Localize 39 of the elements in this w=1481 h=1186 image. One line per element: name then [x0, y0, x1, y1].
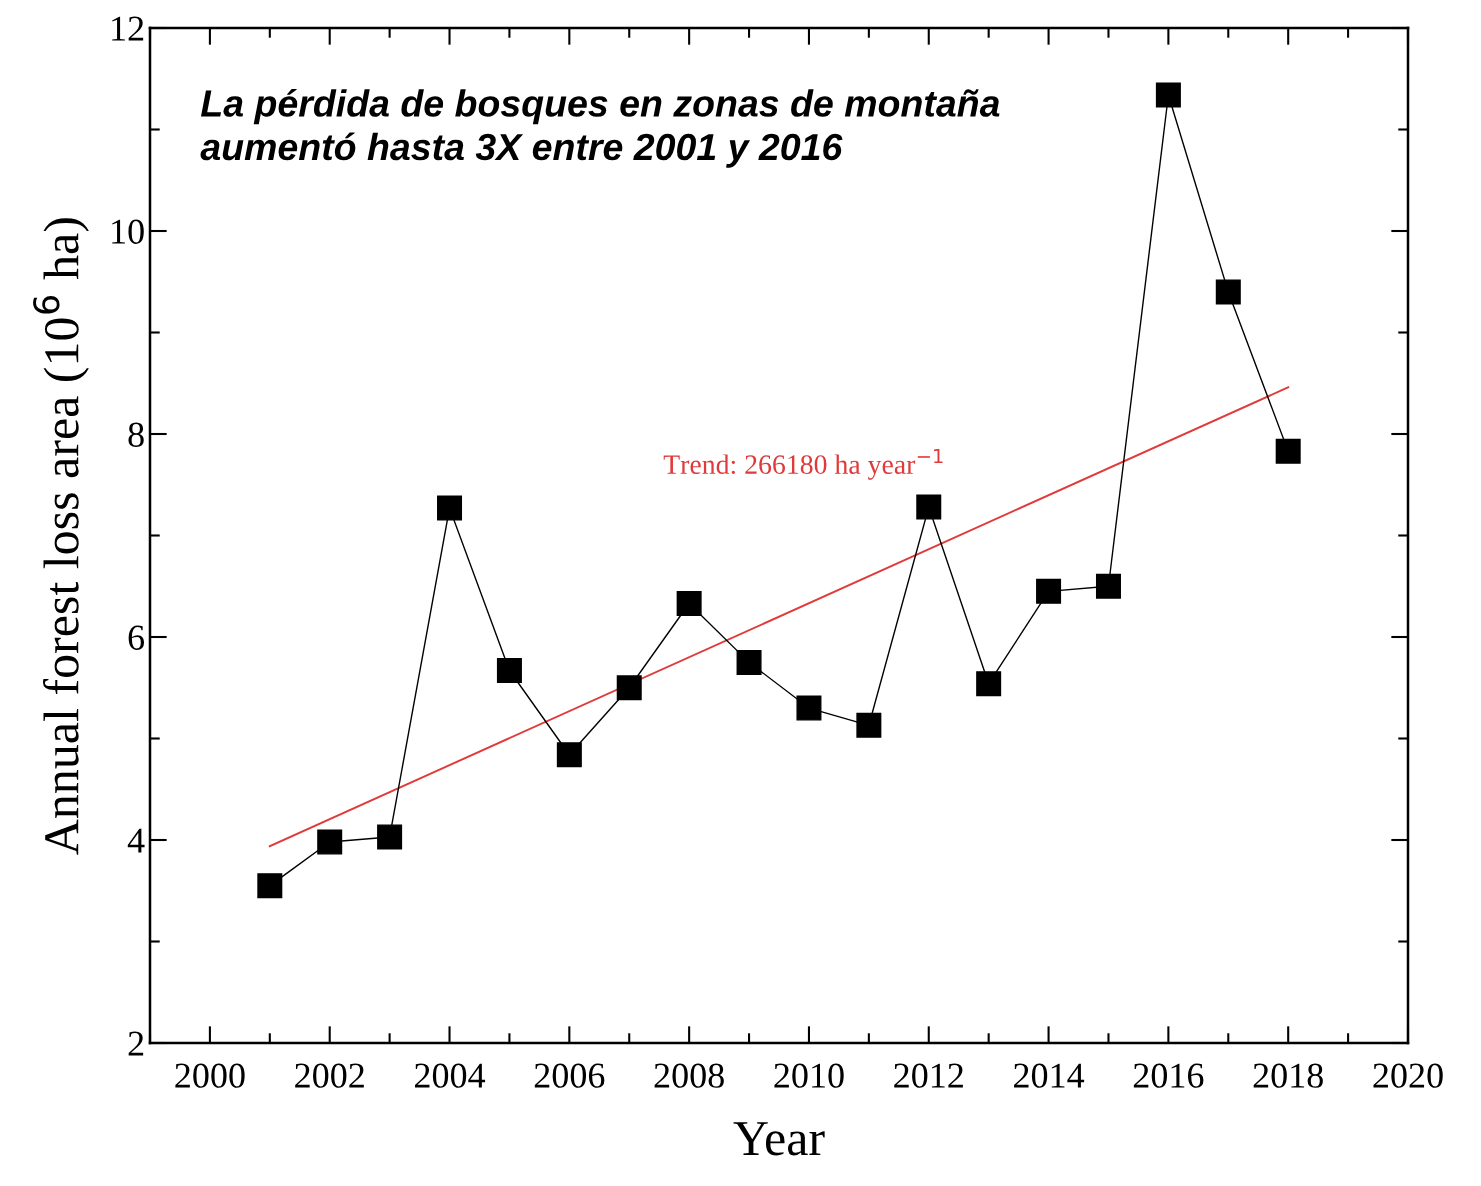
- point: [796, 695, 822, 721]
- point: [616, 675, 642, 701]
- point: [736, 649, 762, 675]
- point: [976, 671, 1002, 697]
- x-tick-label: 2016: [1133, 1063, 1204, 1088]
- point: [1095, 573, 1121, 599]
- point: [1275, 438, 1301, 464]
- y-tick-label: 10: [112, 219, 144, 244]
- point: [856, 712, 882, 738]
- annotation: La pérdida de bosques en zonas de montaña aumentó hasta 3X entre 2001 y 2016: [200, 88, 1000, 168]
- point: [377, 824, 403, 850]
- x-tick-label: 2020: [1373, 1063, 1443, 1088]
- x-tick-label: 2018: [1253, 1063, 1323, 1088]
- point: [437, 495, 463, 521]
- point: [676, 591, 702, 617]
- x-tick-label: 2008: [654, 1063, 724, 1088]
- point: [1215, 279, 1241, 305]
- x-tick-label: 2010: [774, 1063, 844, 1088]
- y-axis-title: Annual forest loss area (10$^{6}$ ha): [33, 218, 89, 855]
- point: [916, 494, 942, 520]
- x-tick-label: 2002: [295, 1063, 364, 1088]
- x-tick-label: 2006: [534, 1063, 605, 1088]
- x-tick-label: 2004: [415, 1063, 486, 1088]
- point: [1036, 578, 1062, 604]
- text: Trend: 266180 ha year$^{−1}$: [663, 448, 943, 480]
- x-tick-label: 2000: [175, 1063, 245, 1088]
- x-tick-label: 2012: [894, 1063, 963, 1088]
- point: [257, 873, 283, 899]
- y-tick-label: 4: [127, 828, 145, 853]
- y-tick-label: 12: [112, 16, 144, 41]
- y-tick-label: 6: [128, 625, 145, 650]
- y-tick-label: 2: [128, 1031, 144, 1056]
- x-tick-label: 2014: [1014, 1063, 1085, 1088]
- point: [556, 742, 582, 768]
- point: [1155, 82, 1181, 108]
- point: [317, 829, 343, 855]
- x-axis-title: Year: [733, 1122, 825, 1156]
- point: [496, 657, 522, 683]
- y-tick-label: 8: [128, 422, 144, 447]
